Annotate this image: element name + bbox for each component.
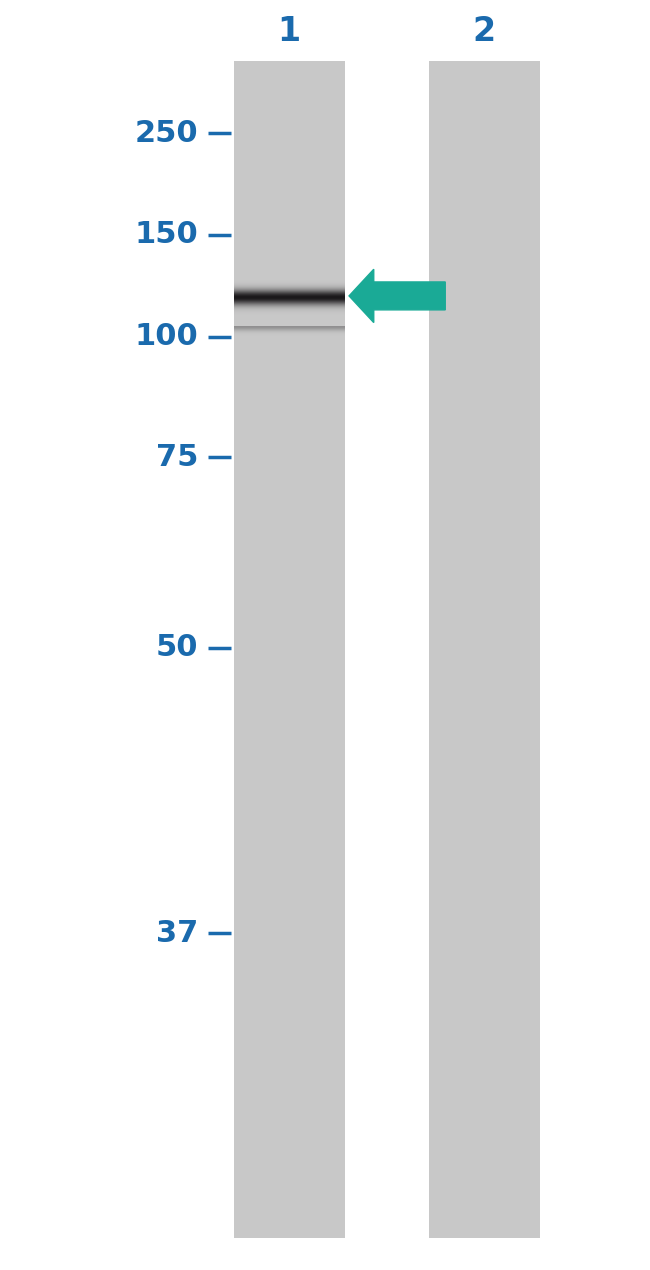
Text: 150: 150	[135, 221, 198, 249]
Text: 50: 50	[156, 634, 198, 662]
Bar	[234, 61, 344, 1238]
Text: 37: 37	[156, 919, 198, 947]
Text: 2: 2	[473, 15, 496, 48]
Bar	[429, 61, 540, 1238]
FancyArrow shape	[349, 269, 445, 323]
Text: 100: 100	[135, 323, 198, 351]
Text: 1: 1	[278, 15, 301, 48]
Text: 75: 75	[156, 443, 198, 471]
Text: 250: 250	[135, 119, 198, 147]
